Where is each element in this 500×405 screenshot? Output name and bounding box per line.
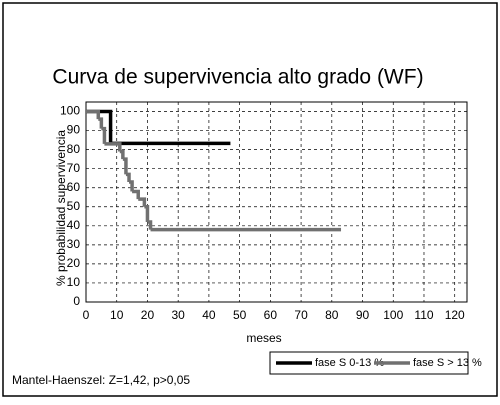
legend-label: fase S 0-13 % (315, 357, 384, 369)
x-tick-label: 110 (414, 308, 433, 322)
x-tick-label: 30 (171, 308, 185, 322)
step-segment (144, 205, 150, 222)
x-tick-label: 80 (325, 308, 339, 322)
step-segment (104, 142, 122, 152)
step-segment (125, 172, 131, 182)
step-segment (101, 126, 107, 144)
y-tick-label: 60 (67, 180, 81, 194)
step-segment (147, 220, 153, 230)
y-tick-label: 90 (67, 123, 81, 137)
step-segment (98, 117, 104, 129)
y-tick-label: 80 (67, 142, 81, 156)
y-tick-label: 70 (67, 161, 81, 175)
plot-area (85, 101, 468, 303)
step-segment (119, 149, 125, 160)
step-segment (86, 109, 101, 120)
annotation: Mantel-Haenszel: Z=1,42, p>0,05 (12, 373, 190, 387)
y-tick-label: 20 (67, 256, 81, 270)
x-tick-label: 0 (83, 308, 90, 322)
y-tick-label: 50 (67, 199, 81, 213)
x-tick-label: 70 (294, 308, 308, 322)
y-axis-label: % probabilidad supervivencia (54, 130, 68, 286)
step-segment (122, 157, 128, 175)
x-tick-label: 10 (110, 308, 124, 322)
x-tick-label: 100 (383, 308, 403, 322)
x-tick-label: 50 (233, 308, 247, 322)
step-segment (138, 197, 147, 207)
x-tick-label: 120 (445, 308, 465, 322)
x-axis-label: meses (246, 331, 281, 345)
x-tick-label: 90 (356, 308, 370, 322)
y-tick-label: 30 (67, 237, 81, 251)
chart-title: Curva de supervivencia alto grado (WF) (52, 66, 423, 89)
legend (269, 351, 469, 375)
step-segment (129, 180, 134, 192)
step-segment (132, 189, 140, 200)
y-tick-label: 0 (73, 294, 80, 308)
y-tick-label: 100 (60, 104, 80, 118)
x-tick-label: 60 (264, 308, 278, 322)
legend-label: fase S > 13 % (413, 357, 482, 369)
y-tick-label: 40 (67, 218, 81, 232)
x-tick-label: 20 (141, 308, 155, 322)
x-tick-label: 40 (202, 308, 216, 322)
y-tick-label: 10 (67, 275, 81, 289)
